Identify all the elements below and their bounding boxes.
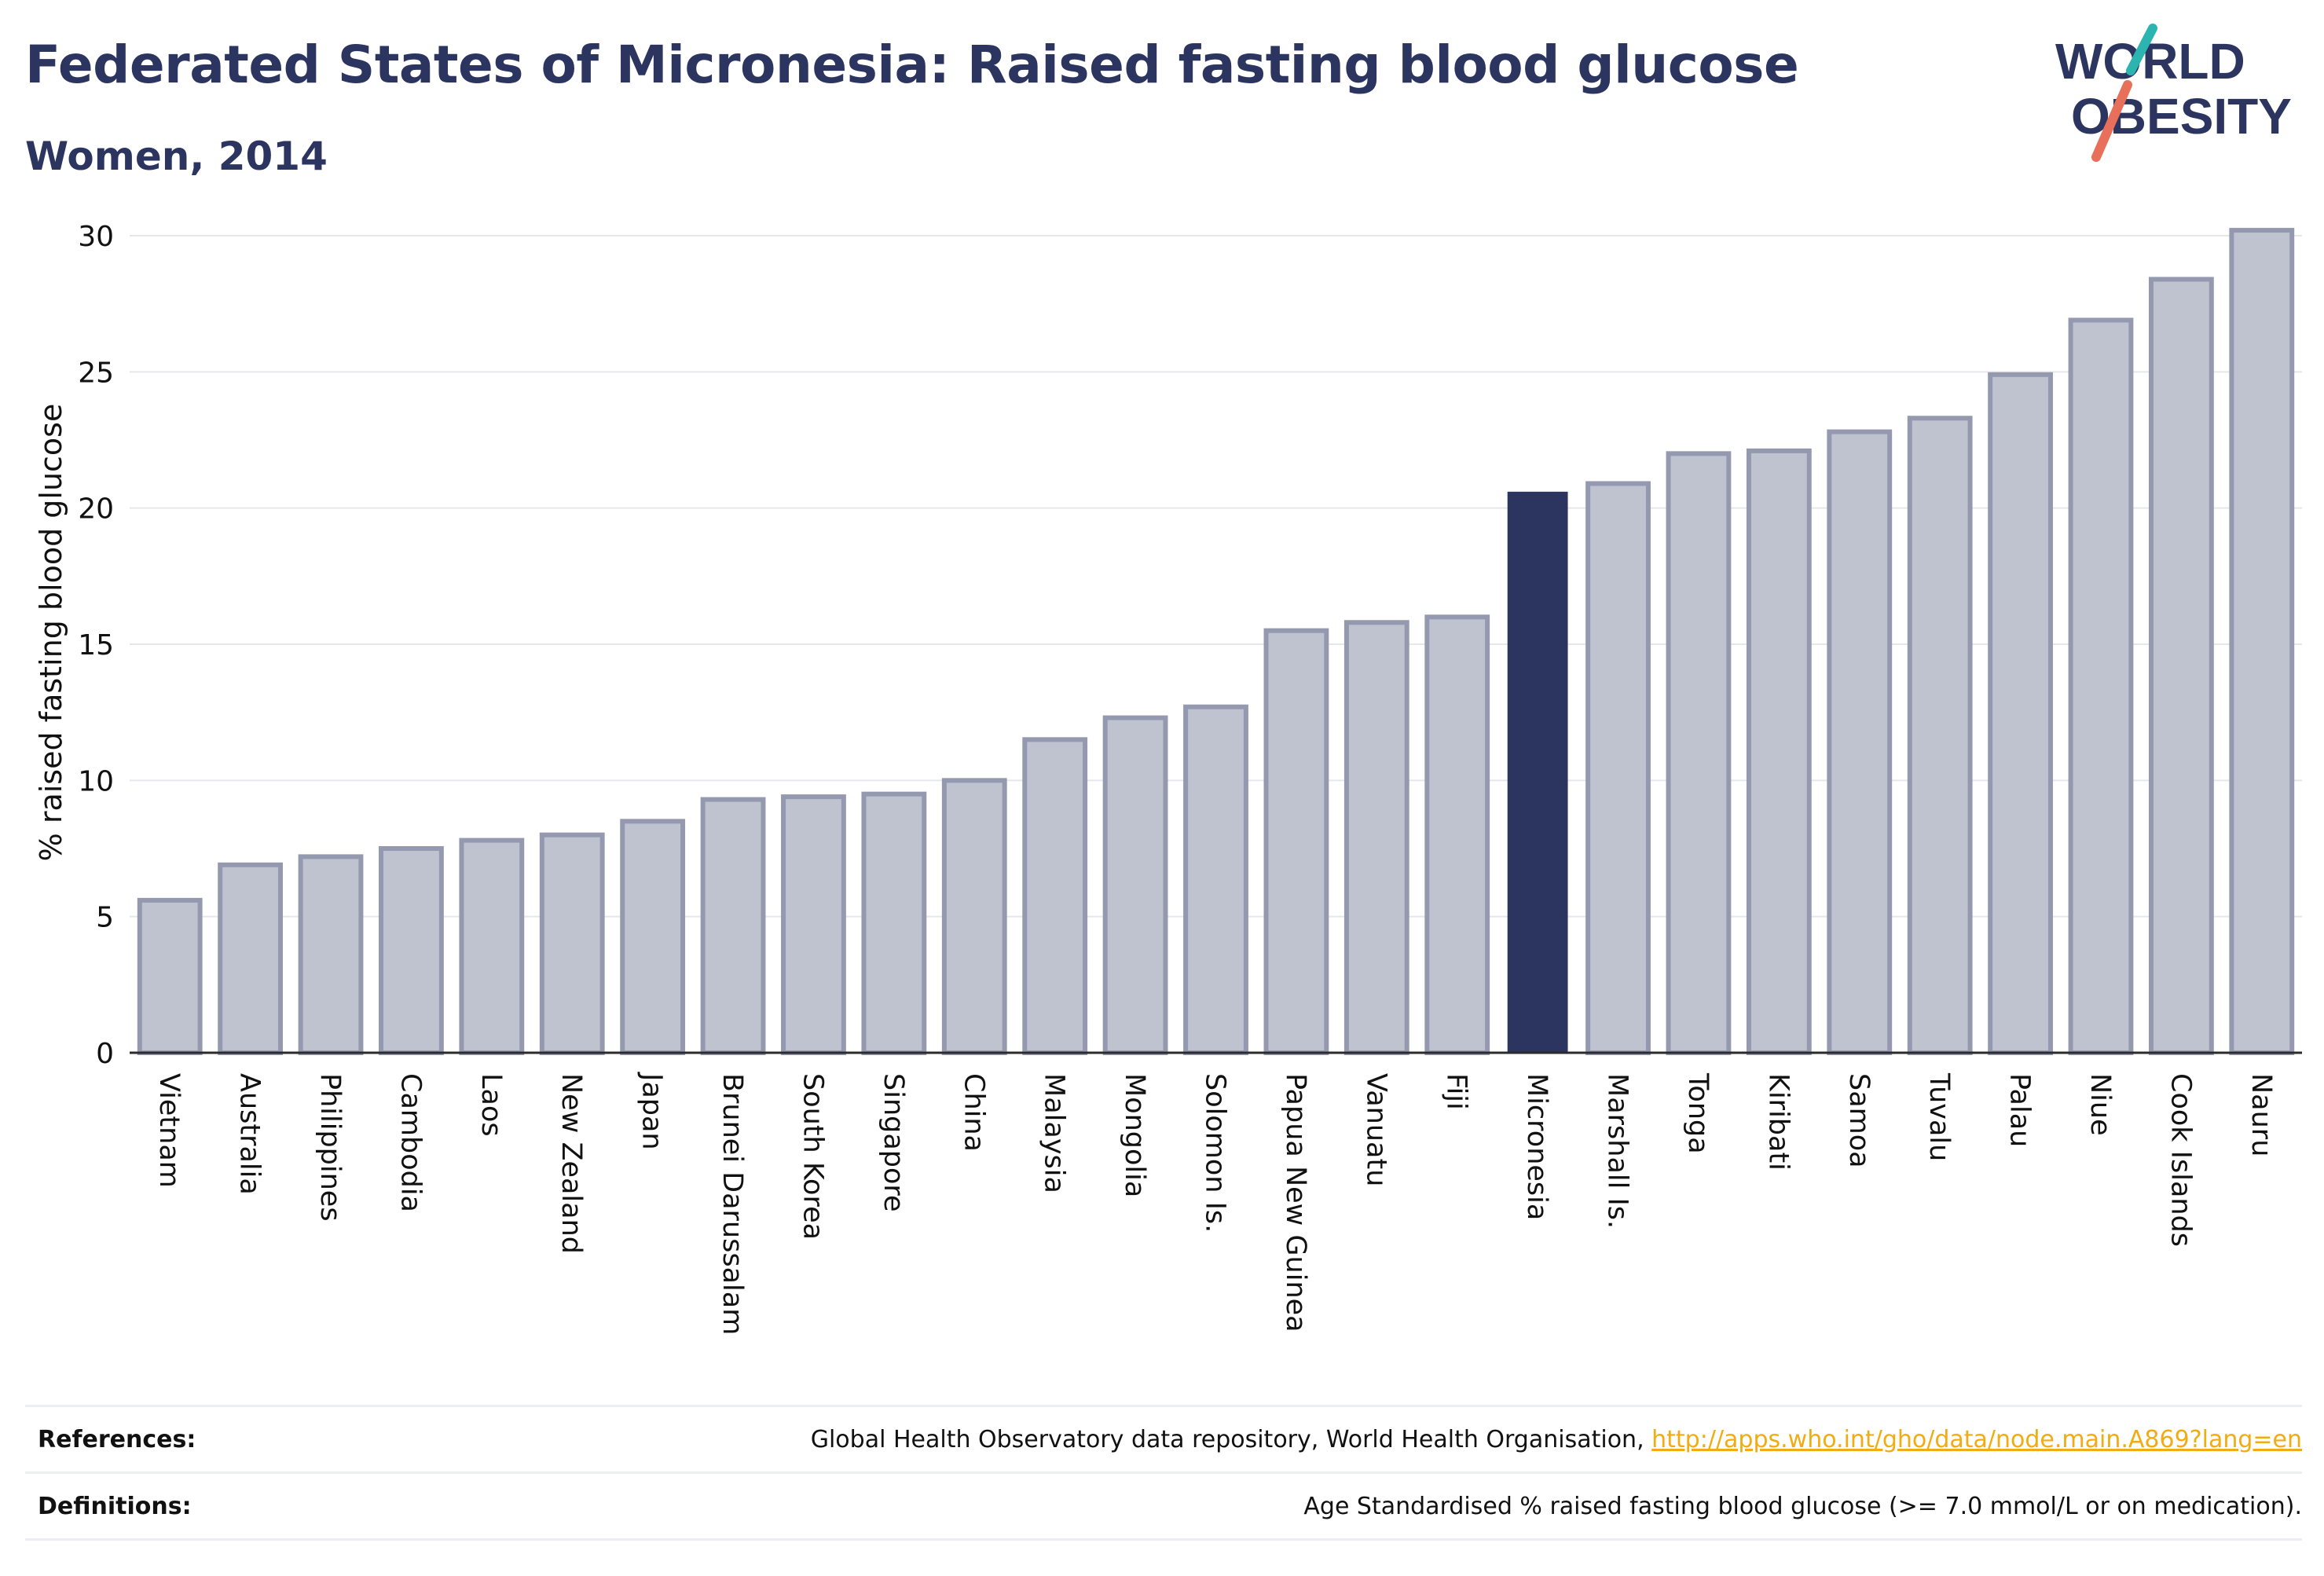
bar-micronesia — [1507, 491, 1568, 1053]
x-tick-label: Cambodia — [394, 1073, 426, 1212]
definitions-row: Definitions: Age Standardised % raised f… — [25, 1472, 2302, 1541]
bar-vanuatu — [1343, 620, 1409, 1055]
x-tick-label: South Korea — [797, 1073, 828, 1240]
y-tick-label: 15 — [78, 629, 114, 662]
x-tick-label: Nauru — [2245, 1073, 2277, 1156]
x-tick-label: Palau — [2004, 1073, 2036, 1147]
bar-tuvalu — [1907, 416, 1973, 1055]
bar-chart: 0 5 10 15 20 25 30 Vietnam Australia Philippines C… — [34, 221, 2302, 1335]
bars — [137, 228, 2295, 1056]
references-link[interactable]: http://apps.who.int/gho/data/node.main.A… — [1651, 1425, 2302, 1453]
x-tick-label: New Zealand — [555, 1073, 587, 1254]
bar-kiribati — [1746, 448, 1812, 1055]
bar-cambodia — [379, 846, 444, 1055]
bar-samoa — [1827, 429, 1893, 1055]
bar-nauru — [2229, 228, 2295, 1056]
bar-vietnam — [137, 897, 203, 1056]
bar-marshall-is — [1585, 481, 1651, 1055]
x-tick-label: Papua New Guinea — [1280, 1073, 1311, 1332]
definitions-label: Definitions: — [38, 1492, 192, 1520]
x-tick-label: Australia — [234, 1073, 266, 1195]
x-tick-label: Vanuatu — [1360, 1073, 1391, 1186]
x-tick-label: Solomon Is. — [1200, 1073, 1231, 1233]
bar-south-korea — [781, 794, 846, 1056]
x-tick-label: Brunei Darussalam — [717, 1073, 748, 1335]
y-tick-label: 30 — [78, 221, 114, 253]
references-text: Global Health Observatory data repositor… — [810, 1425, 1652, 1453]
x-tick-label: Cook Islands — [2165, 1073, 2196, 1247]
bar-china — [941, 778, 1007, 1055]
x-tick-label: Tonga — [1682, 1072, 1714, 1154]
definitions-value: Age Standardised % raised fasting blood … — [1303, 1492, 2302, 1520]
y-tick-label: 0 — [96, 1038, 114, 1070]
bar-australia — [218, 862, 284, 1056]
x-tick-label: Fiji — [1441, 1073, 1472, 1110]
bar-niue — [2068, 317, 2134, 1055]
x-tick-label: Japan — [636, 1072, 668, 1150]
references-value: Global Health Observatory data repositor… — [811, 1426, 2302, 1453]
chart-subtitle: Women, 2014 — [25, 134, 328, 179]
x-tick-label: Singapore — [878, 1073, 909, 1212]
bar-laos — [459, 837, 525, 1055]
bar-new-zealand — [539, 832, 605, 1055]
logo-coral-slash — [2091, 80, 2132, 162]
bar-papua-new-guinea — [1263, 628, 1329, 1055]
y-tick-label: 5 — [96, 902, 114, 934]
bar-philippines — [298, 854, 364, 1056]
x-tick-label: Mongolia — [1119, 1073, 1150, 1197]
x-tick-label: Niue — [2084, 1073, 2116, 1136]
x-tick-label: Philippines — [314, 1073, 346, 1222]
x-tick-label: Micronesia — [1521, 1073, 1552, 1220]
x-tick-label: Samoa — [1843, 1073, 1875, 1168]
y-tick-label: 25 — [78, 357, 114, 389]
y-axis-label: % raised fasting blood glucose — [34, 404, 68, 862]
bar-malaysia — [1022, 737, 1088, 1055]
bar-fiji — [1424, 614, 1490, 1055]
bar-cook-islands — [2148, 277, 2214, 1055]
world-obesity-logo: WORLD OBESITY — [2055, 24, 2292, 162]
bar-tonga — [1666, 451, 1732, 1055]
x-tick-label: Kiribati — [1762, 1073, 1794, 1171]
bar-palau — [1988, 372, 2053, 1055]
axes: 0 5 10 15 20 25 30 Vietnam Australia Philippines C… — [78, 221, 2302, 1335]
references-label: References: — [38, 1425, 196, 1453]
bar-japan — [620, 819, 686, 1056]
chart-title: Federated States of Micronesia: Raised f… — [25, 35, 1799, 95]
bar-singapore — [861, 791, 927, 1056]
bar-solomon-is — [1183, 704, 1248, 1055]
x-tick-label: Laos — [475, 1073, 507, 1137]
x-tick-label: Marshall Is. — [1602, 1073, 1633, 1229]
x-tick-label: China — [958, 1073, 989, 1152]
bar-mongolia — [1102, 715, 1168, 1055]
references-row: References: Global Health Observatory da… — [25, 1405, 2302, 1472]
x-tick-label: Tuvalu — [1923, 1072, 1955, 1161]
y-tick-label: 10 — [78, 765, 114, 797]
logo-teal-slash — [2126, 24, 2157, 75]
x-tick-label: Malaysia — [1039, 1073, 1070, 1193]
bar-brunei-darussalam — [700, 797, 766, 1055]
y-tick-label: 20 — [78, 493, 114, 526]
x-tick-label: Vietnam — [153, 1073, 185, 1188]
